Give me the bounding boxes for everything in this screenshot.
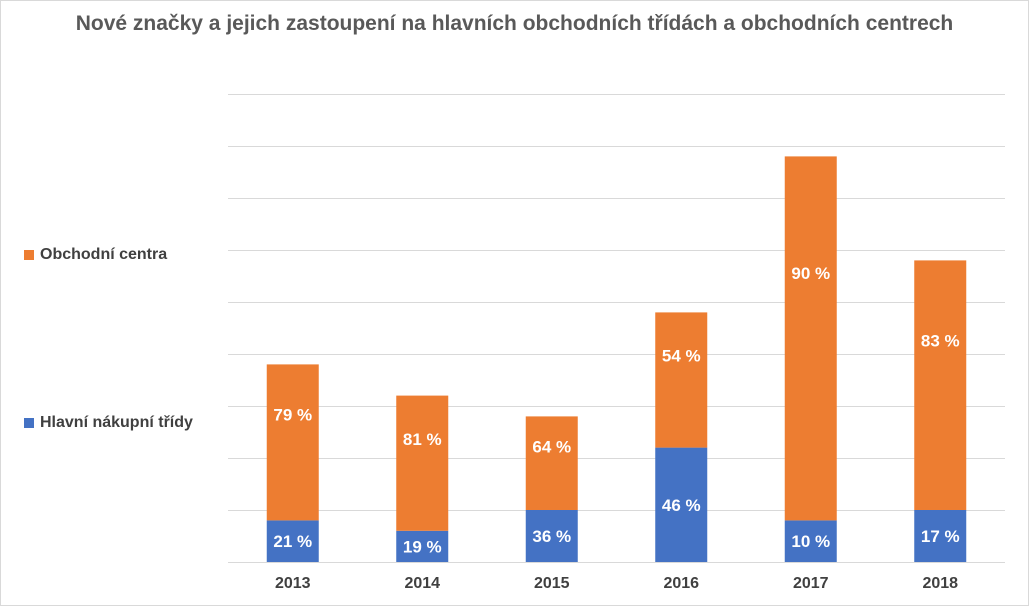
data-label: 79 % xyxy=(273,405,312,424)
x-tick-label: 2013 xyxy=(275,575,311,592)
data-label: 81 % xyxy=(403,430,442,449)
chart-title: Nové značky a jejich zastoupení na hlavn… xyxy=(75,12,954,35)
data-label: 90 % xyxy=(791,264,830,283)
x-tick-label: 2017 xyxy=(793,575,829,592)
data-label: 83 % xyxy=(921,331,960,350)
legend-label-obchodni-centra: Obchodní centra xyxy=(40,246,168,263)
data-label: 17 % xyxy=(921,527,960,546)
bar-segment-hlavni-nakupni-tridy xyxy=(914,510,967,562)
bar-segment-hlavni-nakupni-tridy xyxy=(266,520,319,562)
legend-swatch-hlavni-nakupni-tridy xyxy=(24,418,34,428)
data-label: 64 % xyxy=(532,437,571,456)
bar-segment-obchodni-centra xyxy=(525,416,578,510)
data-label: 36 % xyxy=(532,527,571,546)
bar-segment-obchodni-centra xyxy=(266,364,319,521)
x-tick-label: 2016 xyxy=(663,575,699,592)
bar-segment-obchodni-centra xyxy=(655,312,708,448)
legend-item-hlavni-nakupni-tridy: Hlavní nákupní třídy xyxy=(24,414,193,432)
legend-item-obchodni-centra: Obchodní centra xyxy=(24,246,167,264)
x-tick-label: 2018 xyxy=(922,575,958,592)
data-label: 10 % xyxy=(791,532,830,551)
legend-swatch-obchodni-centra xyxy=(24,250,34,260)
legend-label-hlavni-nakupni-tridy: Hlavní nákupní třídy xyxy=(40,414,193,431)
x-tick-label: 2014 xyxy=(404,575,440,592)
bar-segment-hlavni-nakupni-tridy xyxy=(784,520,837,562)
bar-segment-hlavni-nakupni-tridy xyxy=(655,447,708,562)
x-tick-label: 2015 xyxy=(534,575,570,592)
bar-segment-obchodni-centra xyxy=(784,156,837,521)
bar-segment-hlavni-nakupni-tridy xyxy=(525,510,578,562)
data-label: 21 % xyxy=(273,532,312,551)
data-label: 19 % xyxy=(403,537,442,556)
bar-segment-obchodni-centra xyxy=(396,395,449,531)
data-label: 46 % xyxy=(662,496,701,515)
data-label: 54 % xyxy=(662,347,701,366)
bar-segment-obchodni-centra xyxy=(914,260,967,510)
bar-segment-hlavni-nakupni-tridy xyxy=(396,530,449,562)
